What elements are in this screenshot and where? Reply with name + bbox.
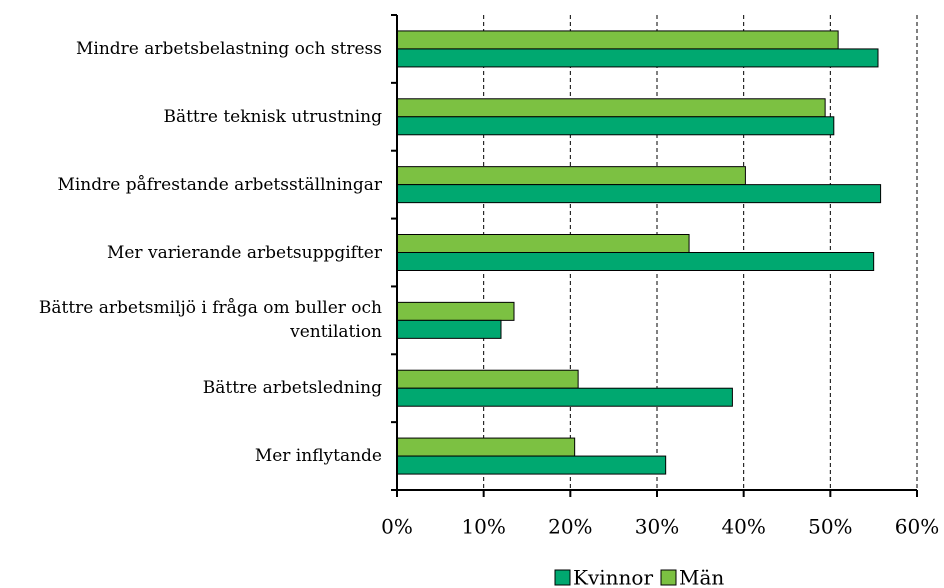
y-tick-label: Bättre arbetsmiljö i fråga om buller och… [38,298,382,343]
bar [396,252,875,271]
bar [396,437,576,457]
y-tick-label: Bättre arbetsledning [202,378,382,399]
bar [396,98,826,118]
bar [396,319,502,339]
legend-label: Kvinnor [573,566,653,588]
bar [396,301,515,321]
x-tick-label: 60% [895,515,939,539]
y-tick-label: Mindre arbetsbelastning och stress [75,38,382,59]
x-tick-label: 0% [381,515,413,539]
bar [396,387,733,407]
bar [396,166,746,186]
x-tick-label: 40% [721,515,765,539]
legend-swatch [660,569,677,586]
bar [396,369,579,389]
legend-swatch [554,569,571,586]
bar [396,455,667,475]
bar [396,184,882,204]
legend-label: Män [679,566,724,588]
x-tick-label: 50% [808,515,852,539]
x-tick-label: 10% [461,515,505,539]
bar [396,30,839,50]
y-tick-label: Mer inflytande [254,446,382,467]
bar [396,116,835,136]
y-tick-label: Mer varierande arbetsuppgifter [106,242,382,263]
y-tick-label: Mindre påfrestande arbetsställningar [57,174,382,195]
x-tick-label: 20% [548,515,592,539]
y-tick-label: Bättre teknisk utrustning [163,106,382,127]
bar [396,48,879,68]
bar [396,234,690,253]
x-tick-label: 30% [635,515,679,539]
